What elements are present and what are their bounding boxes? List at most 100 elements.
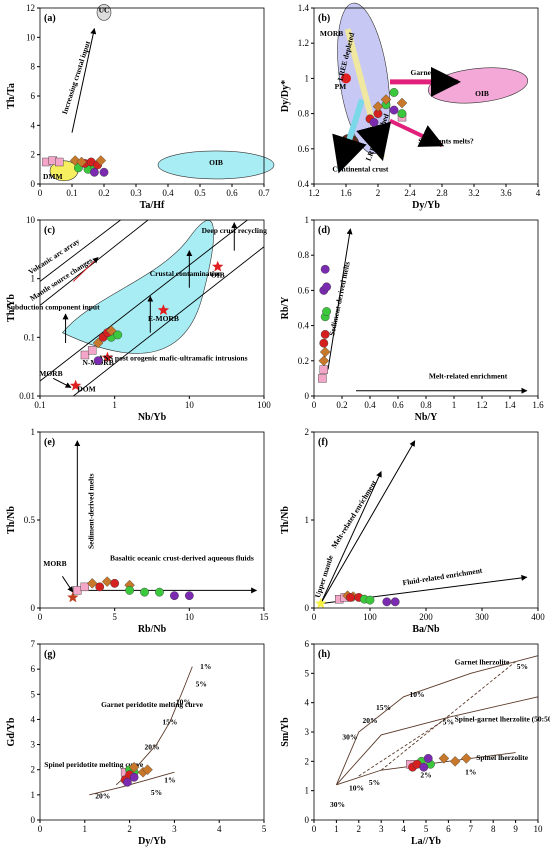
x-tick-label: 2 bbox=[376, 188, 381, 198]
reference-star bbox=[315, 597, 327, 609]
point bbox=[389, 88, 399, 97]
x-tick-label: 3.2 bbox=[468, 188, 479, 198]
y-tick-label: 0 bbox=[31, 603, 36, 613]
point bbox=[99, 167, 109, 177]
point bbox=[142, 764, 153, 775]
x-axis-title: La//Yb bbox=[411, 836, 441, 847]
x-tick-label: 0.2 bbox=[98, 188, 109, 198]
x-tick-label: 0 bbox=[312, 400, 317, 410]
annotation: OIB bbox=[209, 158, 223, 167]
y-tick-label: 2 bbox=[31, 765, 36, 775]
y-tick-label: 0 bbox=[305, 815, 310, 825]
annotation: Sediments melts? bbox=[418, 137, 474, 146]
y-tick-label: 0.4 bbox=[298, 179, 310, 189]
point bbox=[318, 355, 330, 367]
annotation: DMM bbox=[43, 172, 63, 181]
y-tick-label: 0.8 bbox=[298, 250, 310, 260]
point bbox=[105, 325, 117, 336]
x-tick-label: 2 bbox=[127, 824, 132, 834]
annotation: 5% bbox=[196, 680, 207, 689]
point bbox=[319, 338, 329, 348]
annotation: Deep crust recycling bbox=[202, 226, 268, 235]
arrow bbox=[389, 118, 445, 148]
y-tick-label: 0.1 bbox=[24, 332, 35, 342]
point bbox=[396, 97, 408, 109]
y-tick-label: 0.2 bbox=[298, 356, 309, 366]
annotation: 15% bbox=[162, 717, 177, 726]
y-tick-label: 5 bbox=[305, 668, 310, 678]
reference-star bbox=[67, 591, 79, 603]
y-tick-label: 6 bbox=[305, 639, 310, 649]
annotation: Subduction component input bbox=[7, 302, 100, 311]
annotation: Spinel-garnet lherzolite (50:50) bbox=[455, 715, 550, 724]
point bbox=[461, 753, 472, 764]
annotation: MORB bbox=[43, 559, 66, 568]
point bbox=[345, 593, 355, 602]
y-tick-label: 0.8 bbox=[298, 109, 310, 119]
x-tick-label: 0.6 bbox=[226, 188, 238, 198]
panel: 0 0.2 0.4 0.6 0.8 1 1.2 1.4 1.6 0 0.2 0.4 0.6 0.8 1 Nb/… bbox=[280, 215, 544, 423]
x-tick-label: 3.6 bbox=[500, 188, 512, 198]
x-tick-label: 300 bbox=[475, 612, 489, 622]
x-tick-label: 0.1 bbox=[66, 188, 77, 198]
point bbox=[95, 582, 105, 592]
annotation: Spinel peridotite melting curve bbox=[44, 760, 144, 769]
reference-star bbox=[69, 379, 82, 391]
y-tick-label: 1 bbox=[305, 215, 310, 225]
annotation: PM bbox=[335, 82, 347, 91]
point bbox=[73, 586, 82, 595]
field bbox=[62, 220, 214, 354]
y-tick-label: 0.6 bbox=[298, 144, 310, 154]
y-tick-label: 1 bbox=[305, 73, 310, 83]
annotation: 15% bbox=[376, 703, 391, 712]
panel: 0.1 1 10 1000.010.1110Nb/YbTh/Yb(c)Volcanic… bbox=[6, 215, 271, 423]
x-axis-title: Rb/Nb bbox=[138, 624, 167, 635]
x-tick-label: 400 bbox=[531, 612, 545, 622]
annotation: Increasing crustal input bbox=[60, 39, 92, 115]
x-axis-title: Dy/Yb bbox=[412, 200, 440, 211]
annotation: 1% bbox=[200, 662, 211, 671]
point bbox=[438, 753, 450, 764]
field bbox=[157, 150, 275, 180]
y-tick-label: 0.5 bbox=[24, 515, 36, 525]
y-tick-label: 3 bbox=[305, 727, 310, 737]
point bbox=[128, 761, 140, 773]
x-tick-label: 0.5 bbox=[194, 188, 206, 198]
x-tick-label: 0.3 bbox=[130, 188, 142, 198]
x-tick-label: 1 bbox=[334, 824, 339, 834]
point bbox=[55, 157, 64, 167]
point bbox=[122, 777, 132, 787]
x-tick-label: 100 bbox=[257, 400, 271, 410]
annotation: Melt-related enrichment bbox=[429, 371, 508, 380]
point bbox=[382, 597, 392, 607]
annotation: 5% bbox=[151, 788, 162, 797]
panel-label: (f) bbox=[318, 437, 328, 448]
y-axis-title: Sm/Yb bbox=[280, 717, 291, 747]
y-axis-title: Dy/Dy* bbox=[280, 80, 291, 112]
y-tick-label: 1 bbox=[31, 427, 36, 437]
annotation: Basaltic oceanic crust-derived aqueous f… bbox=[110, 553, 254, 562]
x-tick-label: 0 bbox=[312, 612, 317, 622]
x-tick-label: 1 bbox=[452, 400, 457, 410]
annotation: ANS post orogenic mafic-ultramafic intru… bbox=[98, 354, 248, 363]
point bbox=[93, 356, 103, 366]
annotation: UC bbox=[99, 5, 110, 14]
x-axis-title: Dy/Yb bbox=[138, 836, 166, 847]
y-tick-label: 0.4 bbox=[298, 321, 310, 331]
x-tick-label: 1.2 bbox=[308, 188, 319, 198]
point bbox=[320, 264, 330, 274]
arrow bbox=[344, 28, 392, 162]
y-axis-title: Rb/Y bbox=[280, 296, 291, 320]
annotation: 5% bbox=[517, 662, 528, 671]
point bbox=[390, 597, 400, 607]
panel: 1.2 1.6 2 2.4 2.8 3.2 3.6 4 0.4 0.6 0.8 1 1.2 1.4 Dy/Y… bbox=[280, 2, 541, 211]
y-tick-label: 2 bbox=[305, 756, 310, 766]
panel: 0 100 200 300 400 0 1 2 Ba/Nb Th/Nb (f) Upper mantl… bbox=[280, 427, 545, 635]
point bbox=[365, 595, 375, 605]
point bbox=[155, 587, 164, 597]
point bbox=[140, 587, 149, 597]
point bbox=[101, 576, 113, 587]
x-tick-label: 8 bbox=[491, 824, 496, 834]
panel-label: (b) bbox=[318, 13, 330, 24]
